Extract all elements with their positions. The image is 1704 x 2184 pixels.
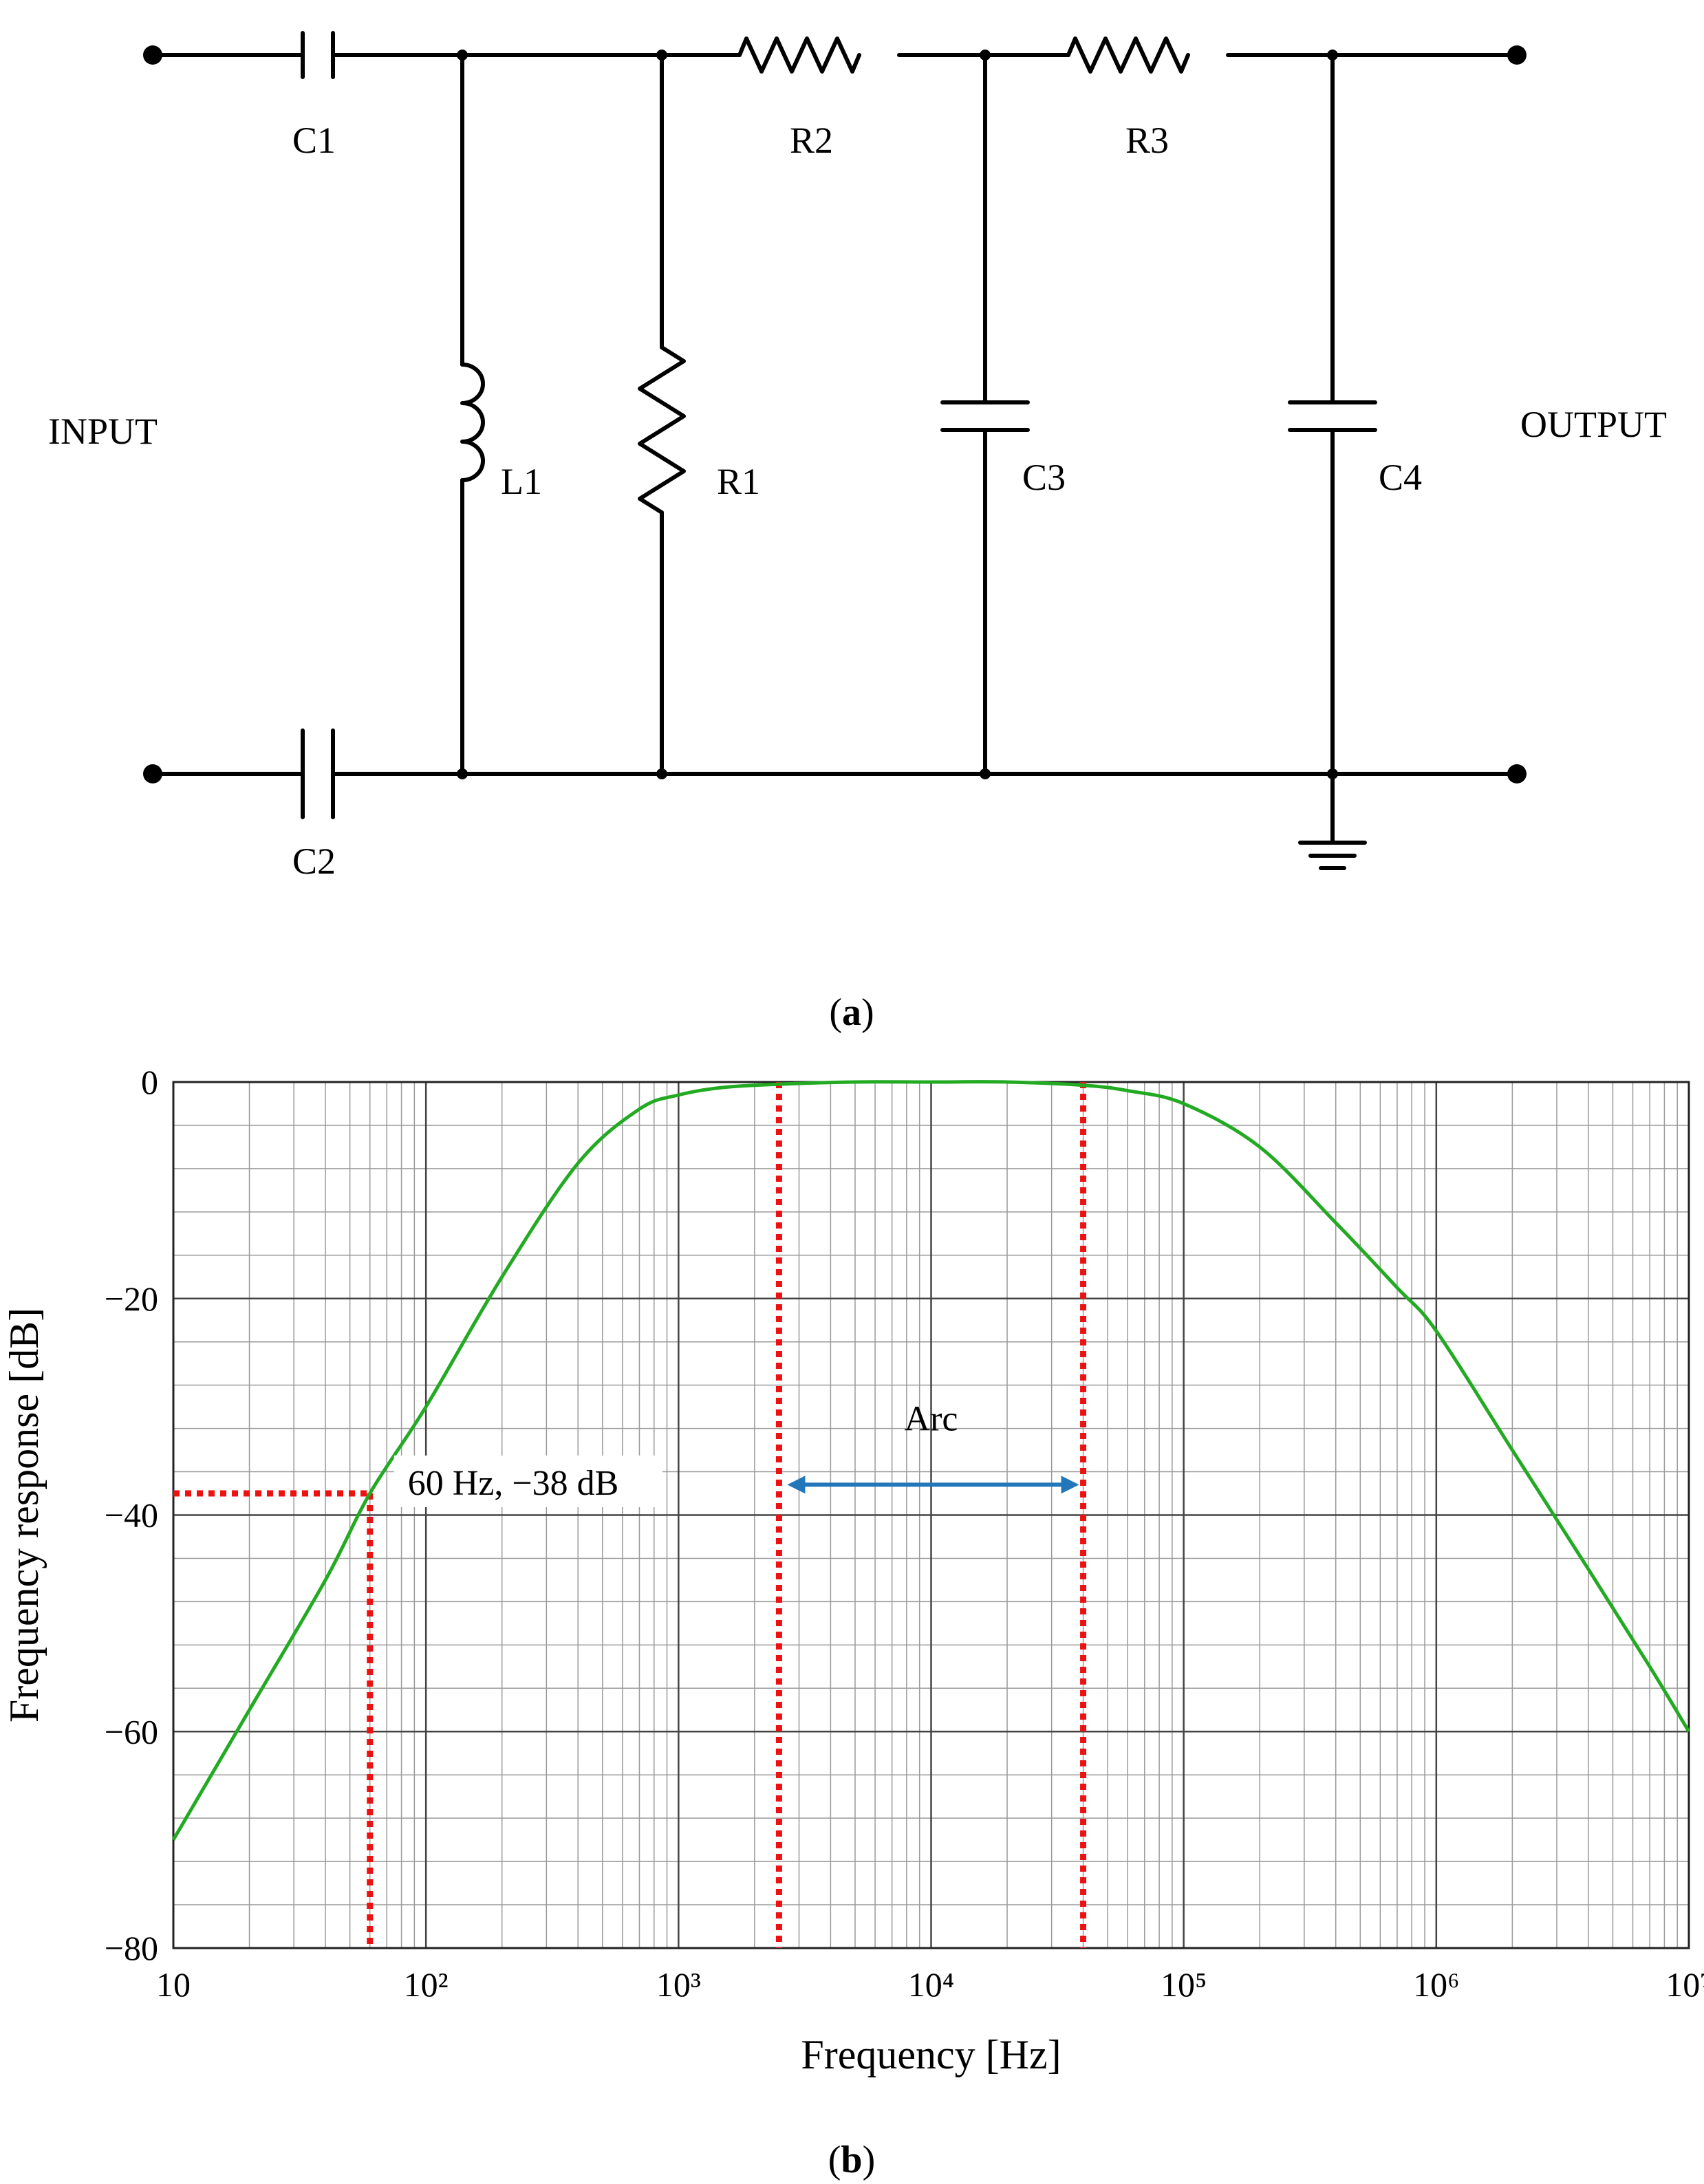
caption-b: (b) (828, 2139, 875, 2181)
junction-dot (1327, 768, 1338, 779)
y-tick-label: −40 (105, 1496, 158, 1535)
x-tick-label: 10⁷ (1665, 1965, 1704, 2004)
x-tick-label: 10⁴ (908, 1965, 954, 2004)
terminal-input-bottom (143, 764, 162, 783)
y-tick-label: −60 (105, 1712, 158, 1751)
label-r1: R1 (717, 461, 760, 502)
x-tick-label: 10 (156, 1965, 191, 2004)
resistor-r1 (638, 345, 686, 515)
response-curve (171, 1080, 1691, 1841)
y-axis-label: Frequency response [dB] (1, 1308, 47, 1722)
y-tick-label: 0 (141, 1063, 158, 1101)
caption-a-letter: a (842, 991, 861, 1034)
junction-dot (457, 50, 468, 61)
circuit-nodes (143, 45, 1527, 783)
label-r2: R2 (790, 120, 833, 161)
capacitor-c3 (940, 400, 1030, 432)
x-tick-label: 10² (404, 1965, 449, 2004)
input-label: INPUT (48, 411, 158, 452)
chart-annotations: 60 Hz, −38 dB Arc (393, 1400, 958, 1508)
grid-major (173, 1082, 1689, 1948)
junction-dot (656, 768, 667, 779)
svg-text:(b): (b) (828, 2139, 875, 2181)
caption-b-letter: b (841, 2139, 862, 2181)
caption-a: (a) (829, 991, 874, 1034)
junction-dot (980, 50, 991, 61)
annotation-background (393, 1456, 662, 1508)
band-arrow-head-right (1061, 1475, 1079, 1494)
capacitor-c2 (301, 728, 335, 819)
terminal-output-top (1507, 45, 1527, 65)
annotation-band-text: Arc (905, 1400, 958, 1439)
resistor-r2 (737, 36, 861, 74)
junction-dot (457, 768, 468, 779)
label-c2: C2 (292, 841, 336, 882)
label-r3: R3 (1125, 120, 1169, 161)
annotation-point-text: 60 Hz, −38 dB (408, 1464, 619, 1503)
terminal-input-top (143, 45, 162, 65)
x-tick-label: 10⁵ (1161, 1965, 1207, 2004)
junction-dot (980, 768, 991, 779)
y-tick-label: −80 (105, 1929, 158, 1967)
label-l1: L1 (501, 461, 542, 502)
x-tick-labels: 10 10² 10³ 10⁴ 10⁵ 10⁶ 10⁷ (156, 1965, 1704, 2004)
circuit-schematic (151, 31, 1519, 870)
label-c1: C1 (292, 120, 336, 161)
svg-text:(a): (a) (829, 991, 874, 1034)
band-arrow (787, 1475, 1079, 1494)
ground-icon (1298, 841, 1367, 870)
junction-dot (1327, 50, 1338, 61)
y-tick-label: −20 (105, 1279, 158, 1318)
capacitor-c4 (1288, 400, 1377, 432)
circuit-labels: INPUT OUTPUT C1 C2 R2 R3 L1 R1 C3 C4 (48, 120, 1667, 882)
terminal-output-bottom (1507, 764, 1527, 783)
marker-lines (173, 1082, 1087, 1948)
label-c3: C3 (1022, 457, 1066, 498)
y-tick-labels: 0 −20 −40 −60 −80 (105, 1063, 158, 1967)
x-axis-label: Frequency [Hz] (801, 2032, 1061, 2077)
capacitor-c1 (301, 31, 335, 79)
resistor-r3 (1066, 36, 1190, 74)
x-tick-label: 10⁶ (1413, 1965, 1459, 2004)
output-label: OUTPUT (1520, 404, 1667, 445)
band-arrow-head-left (787, 1475, 806, 1494)
inductor-l1 (460, 363, 485, 482)
x-tick-label: 10³ (656, 1965, 701, 2004)
label-c4: C4 (1379, 457, 1422, 498)
junction-dot (656, 50, 667, 61)
